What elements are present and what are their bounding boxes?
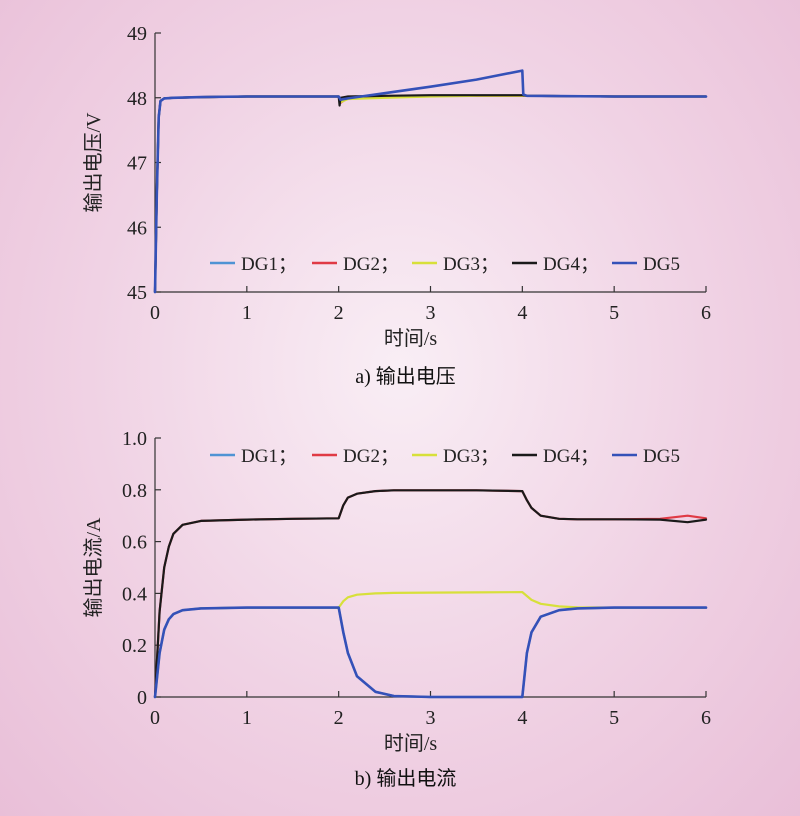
y-tick-label: 0.4	[122, 583, 147, 605]
legend-entry: DG4；	[543, 254, 599, 275]
y-tick-label: 45	[127, 282, 147, 304]
legend-entry: DG5	[643, 254, 680, 275]
y-tick-label: 0	[137, 687, 147, 709]
y-axis-label: 输出电压/V	[82, 112, 105, 213]
y-tick-label: 48	[127, 88, 147, 110]
x-tick-label: 3	[426, 707, 436, 729]
series-line-dg1	[153, 606, 708, 699]
y-tick-label: 46	[127, 217, 147, 239]
x-tick-label: 5	[609, 707, 619, 729]
chart-b: 0 1 2 3 4 5 6 0 0.2 0.4 0.6 0.8 1.0 时间/s 输出电流/A b) 输出电流…	[82, 428, 711, 790]
x-tick-label: 6	[701, 302, 711, 324]
x-axis-label: 时间/s	[384, 327, 438, 350]
legend-entry: DG2；	[343, 446, 399, 467]
x-tick-label: 6	[701, 707, 711, 729]
chart-caption: a) 输出电压	[355, 365, 456, 388]
y-tick-label: 47	[127, 153, 147, 175]
legend-entry: DG1；	[241, 446, 297, 467]
x-axis-label: 时间/s	[384, 732, 438, 755]
chart-caption: b) 输出电流	[355, 767, 457, 790]
legend-entry: DG4；	[543, 446, 599, 467]
legend-entry: DG3；	[443, 446, 499, 467]
x-tick-label: 2	[334, 302, 344, 324]
y-tick-label: 0.6	[122, 532, 147, 554]
legend-entry: DG2；	[343, 254, 399, 275]
x-tick-label: 2	[334, 707, 344, 729]
y-tick-label: 0.8	[122, 480, 147, 502]
series-line-dg4	[153, 489, 708, 699]
x-tick-label: 5	[609, 302, 619, 324]
series-line-dg5	[153, 606, 708, 699]
x-tick-label: 0	[150, 707, 160, 729]
x-tick-label: 1	[242, 302, 252, 324]
legend-entry: DG3；	[443, 254, 499, 275]
y-tick-label: 0.2	[122, 635, 147, 657]
series-line-dg5	[153, 69, 708, 294]
x-tick-label: 4	[517, 302, 527, 324]
y-axis-label: 输出电流/A	[82, 517, 105, 618]
x-tick-label: 3	[426, 302, 436, 324]
y-tick-label: 1.0	[122, 428, 147, 450]
legend-entry: DG1；	[241, 254, 297, 275]
x-tick-label: 1	[242, 707, 252, 729]
x-tick-label: 4	[517, 707, 527, 729]
x-tick-label: 0	[150, 302, 160, 324]
legend-entry: DG5	[643, 446, 680, 467]
y-tick-label: 49	[127, 23, 147, 45]
